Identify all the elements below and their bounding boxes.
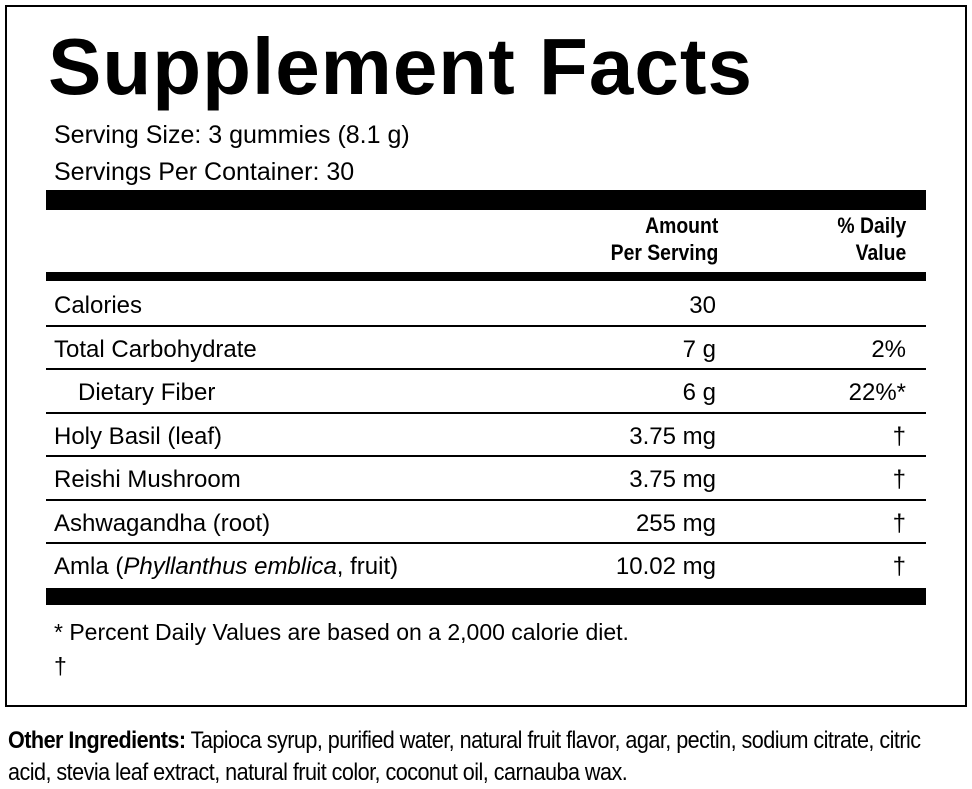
nutrient-name: Holy Basil (leaf)	[54, 422, 223, 450]
other-ingredients-text: Tapioca syrup, purified water, natural f…	[8, 727, 921, 786]
row: Holy Basil (leaf) 3.75 mg †	[46, 414, 926, 457]
name-text: Amla (	[54, 553, 124, 580]
thick-rule	[46, 588, 926, 605]
facts-panel	[5, 5, 967, 707]
name-text: , fruit)	[336, 553, 399, 580]
nutrient-name: Dietary Fiber	[78, 379, 216, 406]
amount: 10.02 mg	[615, 553, 716, 580]
row: Ashwagandha (root) 255 mg †	[46, 501, 926, 544]
row: Calories 30	[46, 283, 926, 327]
header-text: Value	[855, 240, 906, 265]
daily-value: †	[892, 553, 906, 580]
medium-rule	[46, 272, 926, 281]
row: Dietary Fiber 6 g 22%*	[46, 370, 926, 414]
amount: 3.75 mg	[629, 422, 716, 450]
row: Reishi Mushroom 3.75 mg †	[46, 457, 926, 501]
other-ingredients-label: Other Ingredients:	[8, 727, 186, 754]
row: Amla (Phyllanthus emblica, fruit) 10.02 …	[46, 544, 926, 586]
row: Total Carbohydrate 7 g 2%	[46, 327, 926, 370]
amount: 6 g	[682, 379, 716, 406]
nutrient-rows: Calories 30 Total Carbohydrate 7 g 2% Di…	[46, 283, 926, 586]
nutrient-name: Reishi Mushroom	[54, 466, 241, 493]
amount: 30	[689, 292, 716, 319]
amount: 255 mg	[635, 509, 716, 537]
serving-size: Serving Size: 3 gummies (8.1 g)	[54, 121, 410, 149]
nutrient-name: Amla (Phyllanthus emblica, fruit)	[54, 553, 398, 581]
name-italic: Phyllanthus emblica	[123, 553, 337, 580]
other-ingredients: Other Ingredients: Tapioca syrup, purifi…	[8, 725, 962, 789]
footnote-dagger: †	[54, 653, 67, 679]
amount: 7 g	[682, 335, 716, 363]
nutrient-name: Calories	[54, 292, 143, 319]
nutrient-name: Ashwagandha (root)	[54, 509, 271, 537]
daily-value: 2%	[871, 335, 906, 363]
servings-per-container: Servings Per Container: 30	[54, 158, 355, 186]
daily-value: †	[892, 509, 906, 537]
title: Supplement Facts	[48, 22, 754, 111]
header-text: Per Serving	[610, 240, 718, 265]
amount: 3.75 mg	[629, 466, 716, 493]
daily-value: †	[892, 466, 906, 493]
daily-value-header: % Daily Value	[837, 212, 906, 266]
header-text: Amount	[644, 213, 718, 238]
amount-header: Amount Per Serving	[610, 212, 718, 266]
daily-value: †	[892, 422, 906, 450]
header-text: % Daily	[837, 213, 906, 238]
nutrient-name: Total Carbohydrate	[54, 335, 257, 363]
footnote: * Percent Daily Values are based on a 2,…	[54, 619, 629, 645]
daily-value: 22%*	[848, 379, 906, 406]
thick-rule	[46, 190, 926, 210]
